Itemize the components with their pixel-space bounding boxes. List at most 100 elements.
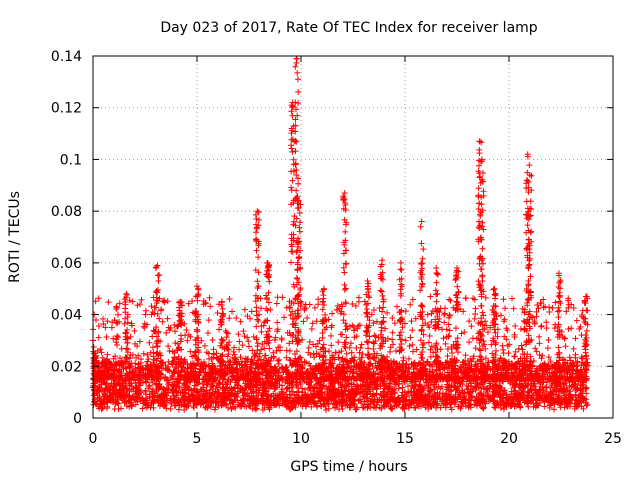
data-point bbox=[131, 327, 138, 334]
data-point bbox=[572, 351, 579, 358]
data-point bbox=[254, 396, 261, 403]
data-point bbox=[495, 366, 502, 373]
data-point bbox=[226, 385, 233, 392]
data-point bbox=[541, 360, 548, 367]
data-point bbox=[274, 326, 281, 333]
data-point bbox=[198, 399, 205, 406]
data-point bbox=[187, 360, 194, 367]
data-point bbox=[333, 306, 340, 313]
data-point bbox=[304, 315, 311, 322]
data-point bbox=[188, 387, 195, 394]
data-point bbox=[95, 323, 102, 330]
data-point bbox=[548, 369, 555, 376]
data-point bbox=[386, 371, 393, 378]
data-point bbox=[511, 334, 518, 341]
data-point bbox=[277, 347, 284, 354]
data-point bbox=[487, 324, 494, 331]
data-point bbox=[174, 323, 181, 330]
data-point bbox=[563, 384, 570, 391]
data-point bbox=[90, 401, 97, 408]
data-point bbox=[289, 388, 296, 395]
data-point bbox=[420, 344, 427, 351]
data-point bbox=[443, 334, 450, 341]
data-point bbox=[294, 359, 301, 366]
data-point bbox=[543, 366, 550, 373]
data-point bbox=[123, 385, 130, 392]
data-point bbox=[275, 344, 282, 351]
data-point bbox=[391, 359, 398, 366]
data-point bbox=[461, 329, 468, 336]
data-point bbox=[181, 380, 188, 387]
data-point bbox=[95, 334, 102, 341]
data-point bbox=[573, 317, 580, 324]
data-point bbox=[146, 385, 153, 392]
data-point bbox=[370, 306, 377, 313]
data-point bbox=[324, 373, 331, 380]
data-point bbox=[472, 345, 479, 352]
data-point bbox=[206, 369, 213, 376]
data-point bbox=[102, 372, 109, 379]
data-point bbox=[165, 324, 172, 331]
data-point bbox=[144, 358, 151, 365]
data-point bbox=[149, 373, 156, 380]
data-point bbox=[562, 398, 569, 405]
data-point bbox=[281, 314, 288, 321]
data-point bbox=[323, 383, 330, 390]
data-point bbox=[226, 315, 233, 322]
data-point bbox=[468, 394, 475, 401]
data-point bbox=[327, 363, 334, 370]
data-point bbox=[255, 387, 262, 394]
data-point bbox=[127, 376, 134, 383]
data-point bbox=[237, 354, 244, 361]
data-point bbox=[259, 406, 266, 413]
chart-title: Day 023 of 2017, Rate Of TEC Index for r… bbox=[160, 20, 537, 36]
data-point bbox=[259, 376, 266, 383]
data-point bbox=[133, 384, 140, 391]
data-point bbox=[441, 319, 448, 326]
data-point bbox=[508, 360, 515, 367]
data-point bbox=[444, 396, 451, 403]
data-point bbox=[500, 350, 507, 357]
data-point bbox=[475, 391, 482, 398]
data-point bbox=[420, 331, 427, 338]
data-point bbox=[255, 395, 262, 402]
data-point bbox=[121, 379, 128, 386]
data-point bbox=[566, 382, 573, 389]
data-point bbox=[189, 353, 196, 360]
data-point bbox=[561, 335, 568, 342]
data-point bbox=[115, 360, 122, 367]
data-point bbox=[568, 325, 575, 332]
data-point bbox=[300, 318, 307, 325]
data-point bbox=[527, 386, 534, 393]
data-point bbox=[172, 339, 179, 346]
data-point bbox=[204, 381, 211, 388]
data-point bbox=[237, 397, 244, 404]
data-point bbox=[210, 350, 217, 357]
data-point bbox=[286, 304, 293, 311]
data-point bbox=[543, 383, 550, 390]
data-point bbox=[548, 381, 555, 388]
data-point bbox=[287, 357, 294, 364]
data-point bbox=[482, 294, 489, 301]
data-point bbox=[310, 390, 317, 397]
data-point bbox=[215, 301, 222, 308]
data-point bbox=[463, 369, 470, 376]
data-point bbox=[288, 399, 295, 406]
data-point bbox=[95, 295, 102, 302]
data-point bbox=[198, 337, 205, 344]
data-point bbox=[384, 375, 391, 382]
data-point bbox=[482, 372, 489, 379]
data-point bbox=[124, 387, 131, 394]
data-point bbox=[279, 386, 286, 393]
data-point bbox=[397, 398, 404, 405]
data-point bbox=[213, 382, 220, 389]
data-point bbox=[264, 396, 271, 403]
data-point bbox=[456, 390, 463, 397]
data-point bbox=[451, 358, 458, 365]
data-point bbox=[566, 354, 573, 361]
data-point bbox=[114, 400, 121, 407]
data-point bbox=[246, 393, 253, 400]
data-point bbox=[103, 333, 110, 340]
data-point bbox=[502, 402, 509, 409]
data-point bbox=[389, 329, 396, 336]
